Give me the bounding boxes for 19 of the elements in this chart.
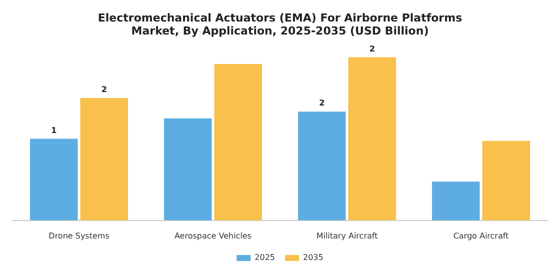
bar: [432, 182, 480, 220]
data-label: 2: [101, 85, 107, 94]
data-label: 1: [51, 126, 58, 135]
bar: [482, 140, 530, 220]
x-tick-label: Military Aircraft: [316, 231, 378, 240]
legend-label: 2025: [254, 253, 275, 262]
bar: [164, 118, 212, 220]
bar: [298, 112, 346, 220]
data-label: 2: [369, 44, 375, 54]
x-tick-label: Aerospace Vehicles: [174, 231, 252, 240]
data-label: 2: [319, 98, 325, 108]
bar: [348, 57, 396, 220]
x-tick-label: Cargo Aircraft: [453, 231, 509, 240]
bar: [80, 98, 128, 220]
bar: [30, 138, 78, 220]
bar: [214, 64, 262, 220]
legend-label: 2035: [303, 253, 324, 262]
chart-title: Electromechanical Actuators (EMA) For Airborne Platforms Market, By Application, 2025-2035 (USD Billion): [98, 11, 463, 38]
x-tick-label: Drone Systems: [48, 231, 110, 240]
